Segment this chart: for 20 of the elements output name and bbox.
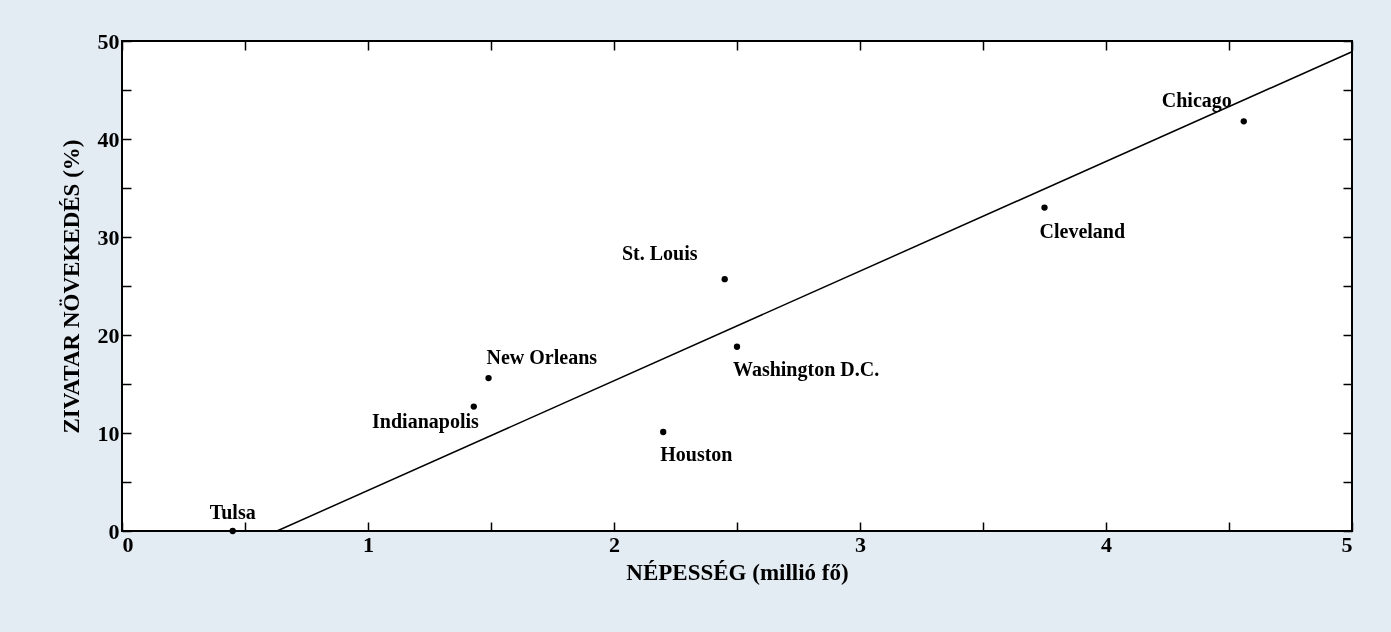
annotation: Tulsa <box>209 501 256 523</box>
annotation: Chicago <box>1161 89 1232 113</box>
x-tick-label: 4 <box>1101 531 1112 557</box>
y-tick-label: 10 <box>97 420 120 446</box>
x-tick-label: 3 <box>855 531 866 557</box>
y-axis-title: ZIVATAR NÖVEKEDÉS (%) <box>58 139 84 434</box>
x-tick-label: 5 <box>1341 531 1353 557</box>
x-axis-title: NÉPESSÉG (millió fő) <box>626 559 849 585</box>
y-tick-label: 50 <box>97 28 120 54</box>
annotation: Washington D.C. <box>733 357 880 381</box>
x-tick-label: 2 <box>609 531 620 557</box>
annotation: St. Louis <box>621 242 698 265</box>
annotation: New Orleans <box>486 346 598 369</box>
annotation: Cleveland <box>1039 219 1126 242</box>
y-tick-label: 30 <box>97 224 120 250</box>
annotation: Houston <box>660 443 733 466</box>
y-tick-label: 20 <box>97 322 120 348</box>
annotation: Indianapolis <box>372 409 479 433</box>
x-tick-label: 1 <box>363 531 374 557</box>
y-tick-label: 40 <box>97 126 120 152</box>
